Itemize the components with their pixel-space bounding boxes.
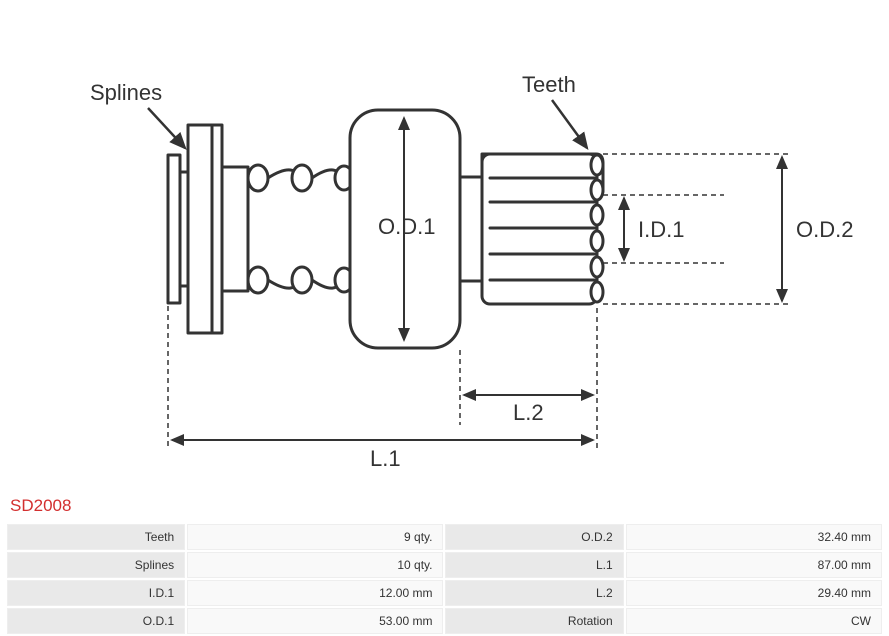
table-row: Splines10 qty.L.187.00 mm [7, 552, 882, 578]
spec-label: Rotation [445, 608, 623, 634]
table-row: I.D.112.00 mmL.229.40 mm [7, 580, 882, 606]
label-l2: L.2 [513, 400, 544, 425]
spec-value: 29.40 mm [626, 580, 882, 606]
spec-table: Teeth9 qty.O.D.232.40 mmSplines10 qty.L.… [5, 522, 884, 636]
spec-label: O.D.2 [445, 524, 623, 550]
spec-value: 12.00 mm [187, 580, 443, 606]
spec-value: 53.00 mm [187, 608, 443, 634]
spec-value: 87.00 mm [626, 552, 882, 578]
spec-label: L.1 [445, 552, 623, 578]
label-l1: L.1 [370, 446, 401, 471]
spec-value: 10 qty. [187, 552, 443, 578]
label-od1: O.D.1 [378, 214, 435, 239]
table-row: Teeth9 qty.O.D.232.40 mm [7, 524, 882, 550]
label-teeth: Teeth [522, 72, 576, 97]
label-od2: O.D.2 [796, 217, 853, 242]
spec-value: 32.40 mm [626, 524, 882, 550]
spec-label: Teeth [7, 524, 185, 550]
table-row: O.D.153.00 mmRotationCW [7, 608, 882, 634]
part-number: SD2008 [0, 490, 889, 522]
spec-value: CW [626, 608, 882, 634]
spec-label: L.2 [445, 580, 623, 606]
spec-label: Splines [7, 552, 185, 578]
spec-value: 9 qty. [187, 524, 443, 550]
label-splines: Splines [90, 80, 162, 105]
label-id1: I.D.1 [638, 217, 684, 242]
spec-label: O.D.1 [7, 608, 185, 634]
technical-diagram: Splines Teeth O.D.1 I.D.1 O.D.2 L.2 L.1 [0, 0, 889, 490]
spec-label: I.D.1 [7, 580, 185, 606]
